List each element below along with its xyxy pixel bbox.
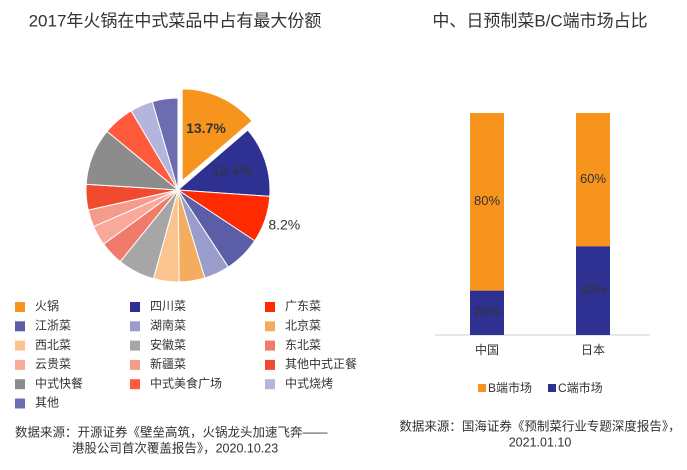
- pie-slice: [181, 88, 253, 183]
- legend-swatch: [265, 340, 275, 351]
- legend-label: 中式烧烤: [285, 375, 333, 390]
- legend-swatch: [130, 359, 140, 370]
- legend-swatch: [15, 321, 25, 332]
- legend-label: 中式美食广场: [150, 375, 222, 390]
- legend-label: 云贵菜: [35, 357, 71, 371]
- legend-label: 新疆菜: [150, 356, 186, 371]
- legend-swatch: [130, 379, 140, 390]
- slice-label: 8.2%: [268, 217, 300, 233]
- bar-segment: [470, 290, 504, 335]
- legend-label: 其他: [35, 396, 59, 410]
- legend-swatch: [15, 398, 25, 409]
- pie-slice: [151, 97, 179, 191]
- x-tick-label: 日本: [581, 343, 605, 357]
- legend-label: C端市场: [558, 380, 603, 395]
- source: 数据来源：开源证券《壁垒高筑，火锅龙头加速飞奔——: [15, 424, 328, 439]
- legend-label: 北京菜: [285, 318, 321, 332]
- legend-swatch: [265, 321, 275, 332]
- slice-label: 13.7%: [186, 120, 226, 136]
- legend-swatch: [478, 384, 486, 392]
- legend-label: B端市场: [488, 380, 532, 395]
- legend-swatch: [15, 359, 25, 370]
- pie-slice: [176, 129, 271, 197]
- legend-label: 西北菜: [35, 338, 71, 352]
- legend-label: 湖南菜: [150, 317, 186, 332]
- source: 2021.01.10: [509, 435, 572, 449]
- legend-label: 安徽菜: [150, 337, 186, 352]
- legend-swatch: [548, 384, 556, 392]
- legend-label: 中式快餐: [35, 375, 83, 390]
- bar-label: 80%: [474, 193, 500, 208]
- bar-segment: [576, 246, 610, 335]
- bar-title: 中、日预制菜B/C端市场占比: [432, 11, 647, 30]
- legend-swatch: [130, 321, 140, 332]
- bar-segment: [576, 113, 610, 247]
- legend-swatch: [265, 359, 275, 370]
- legend-label: 其他中式正餐: [285, 356, 357, 371]
- legend-swatch: [15, 302, 25, 312]
- x-tick-label: 中国: [475, 342, 499, 357]
- legend-label: 四川菜: [150, 299, 186, 313]
- bar-label: 60%: [580, 171, 606, 186]
- legend-label: 火锅: [35, 298, 59, 313]
- legend-label: 江浙菜: [35, 318, 71, 332]
- legend-swatch: [15, 379, 25, 390]
- bar-segment: [470, 113, 504, 291]
- bar-label: 40%: [580, 282, 606, 297]
- legend-swatch: [265, 302, 275, 312]
- slice-label: 12.4%: [212, 163, 252, 179]
- source: 数据来源：国海证券《预制菜行业专题深度报告》，: [399, 418, 680, 433]
- legend-label: 东北菜: [285, 338, 321, 352]
- legend-swatch: [130, 340, 140, 351]
- bar-label: 20%: [474, 304, 500, 319]
- legend-swatch: [15, 340, 25, 351]
- pie-title: 2017年火锅在中式菜品中占有最大份额: [29, 11, 322, 30]
- source: 港股公司首次覆盖报告》，2020.10.23: [72, 440, 278, 455]
- legend-label: 广东菜: [285, 299, 321, 313]
- legend-swatch: [265, 379, 275, 390]
- legend-swatch: [130, 302, 140, 312]
